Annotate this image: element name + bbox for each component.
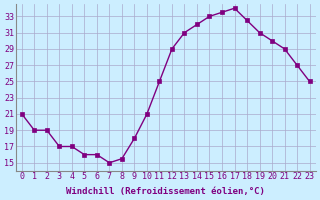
X-axis label: Windchill (Refroidissement éolien,°C): Windchill (Refroidissement éolien,°C) (66, 187, 265, 196)
